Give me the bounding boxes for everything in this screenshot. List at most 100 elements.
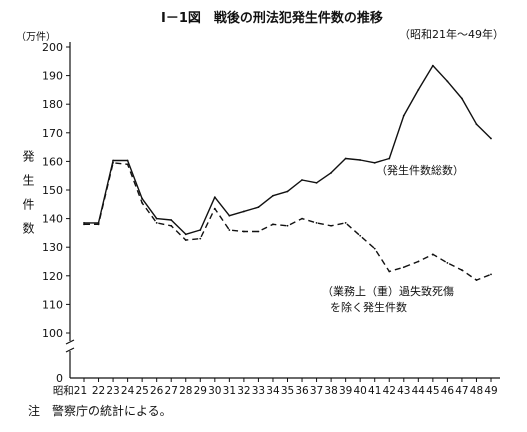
x-tick-label: 42 — [383, 385, 396, 397]
data-point-total — [141, 197, 144, 200]
data-point-total — [417, 89, 420, 91]
x-tick-label: 46 — [441, 385, 455, 397]
y-tick-label: 180 — [42, 98, 63, 111]
x-tick-label: 24 — [121, 385, 135, 397]
series-label-total: （発生件数総数） — [376, 163, 464, 177]
data-point-total — [446, 80, 449, 83]
data-point-total — [170, 219, 173, 221]
x-tick-label: 29 — [194, 385, 207, 397]
y-axis-ticks: 100 110 120 130 140 150 160 170 180 190 200 0 — [42, 41, 70, 385]
series-label-excl-line2: を除く発生件数 — [330, 300, 407, 314]
data-point-excluding-traffic — [141, 201, 144, 204]
data-point-excluding-traffic — [199, 237, 202, 240]
x-tick-label: 38 — [324, 385, 337, 397]
data-point-excluding-traffic — [170, 224, 173, 227]
x-tick-label: 31 — [223, 385, 236, 397]
data-point-excluding-traffic — [184, 239, 187, 241]
x-tick-label: 43 — [397, 385, 410, 397]
data-point-excluding-traffic — [272, 223, 274, 226]
x-tick-label: 41 — [368, 385, 381, 397]
data-point-excluding-traffic — [490, 273, 492, 276]
data-point-total — [330, 171, 333, 174]
data-point-total — [431, 64, 434, 67]
x-tick-label: 33 — [252, 385, 265, 397]
data-point-total — [228, 214, 231, 217]
x-tick-label: 28 — [179, 385, 192, 397]
x-tick-label: 22 — [92, 385, 105, 397]
data-point-excluding-traffic — [344, 221, 347, 224]
series-line-total — [84, 64, 492, 236]
data-point-total — [83, 221, 85, 224]
data-point-excluding-traffic — [461, 269, 463, 271]
figure-title: Ⅰ－1図 戦後の刑法犯発生件数の推移 — [161, 10, 383, 26]
data-point-excluding-traffic — [431, 253, 434, 256]
data-point-total — [213, 196, 216, 199]
x-tick-label: 35 — [281, 385, 294, 397]
y-axis-break-mark — [65, 339, 75, 345]
y-tick-label: 120 — [42, 270, 63, 283]
x-tick-label: 34 — [266, 385, 280, 397]
data-point-total — [184, 233, 187, 236]
data-point-total — [475, 123, 478, 126]
data-point-total — [373, 161, 376, 164]
y-axis-title: 発生件数 — [21, 150, 35, 246]
data-point-excluding-traffic — [257, 230, 260, 233]
data-point-excluding-traffic — [359, 234, 362, 237]
data-point-total — [126, 159, 129, 162]
x-tick-label: 47 — [455, 385, 468, 397]
data-point-total — [286, 190, 289, 193]
data-point-excluding-traffic — [97, 223, 100, 226]
data-point-excluding-traffic — [242, 230, 245, 233]
x-tick-label: 37 — [310, 385, 323, 397]
series-line-excluding-traffic — [84, 162, 492, 281]
axes — [65, 42, 500, 379]
data-point-excluding-traffic — [213, 207, 216, 210]
data-point-excluding-traffic — [388, 270, 391, 273]
y-tick-label: 190 — [42, 70, 63, 83]
data-point-total — [301, 179, 303, 181]
data-point-total — [257, 206, 260, 209]
data-point-excluding-traffic — [330, 224, 333, 227]
data-point-excluding-traffic — [286, 224, 289, 227]
y-tick-label: 100 — [42, 327, 63, 340]
y-axis-break-mark — [65, 347, 75, 353]
x-tick-label: 48 — [470, 385, 483, 397]
data-point-excluding-traffic — [301, 217, 303, 220]
data-point-excluding-traffic — [402, 266, 405, 269]
y-unit-label: （万件） — [16, 31, 56, 43]
series-label-excl-line1: （業務上（重）過失致死傷 — [322, 284, 454, 298]
data-point-total — [461, 97, 463, 100]
y-tick-label: 130 — [42, 241, 63, 254]
y-tick-label: 110 — [42, 298, 63, 311]
data-point-total — [112, 159, 114, 162]
x-tick-label: 39 — [339, 385, 352, 397]
data-point-excluding-traffic — [155, 221, 158, 224]
figure-note: 注 警察庁の統計による。 — [28, 403, 172, 418]
data-series — [83, 64, 492, 281]
x-tick-label: 26 — [150, 385, 164, 397]
data-point-total — [272, 194, 274, 197]
y-tick-label: 150 — [42, 184, 63, 197]
y-tick-label: 140 — [42, 213, 63, 226]
x-tick-label: 25 — [135, 385, 148, 397]
x-tick-label: 27 — [165, 385, 178, 397]
data-point-excluding-traffic — [126, 163, 129, 166]
data-point-excluding-traffic — [446, 262, 449, 264]
data-point-total — [402, 114, 405, 117]
x-tick-label: 36 — [295, 385, 309, 397]
data-point-excluding-traffic — [373, 247, 376, 250]
y-tick-label-origin: 0 — [56, 372, 63, 385]
data-point-total — [199, 229, 202, 231]
figure-period: （昭和21年～49年） — [399, 27, 504, 41]
x-tick-label: 昭和21 — [53, 385, 87, 397]
x-axis-ticks: 昭和21 22 23 24 25 26 27 28 29 30 31 32 33 34 35 36 37 38 39… — [53, 378, 498, 397]
data-point-excluding-traffic — [83, 223, 85, 226]
x-tick-label: 23 — [106, 385, 119, 397]
data-point-total — [388, 157, 391, 160]
x-tick-label: 44 — [412, 385, 426, 397]
x-tick-label: 40 — [353, 385, 366, 397]
data-point-total — [242, 210, 245, 213]
data-point-total — [359, 159, 362, 161]
x-tick-label: 49 — [484, 385, 497, 397]
